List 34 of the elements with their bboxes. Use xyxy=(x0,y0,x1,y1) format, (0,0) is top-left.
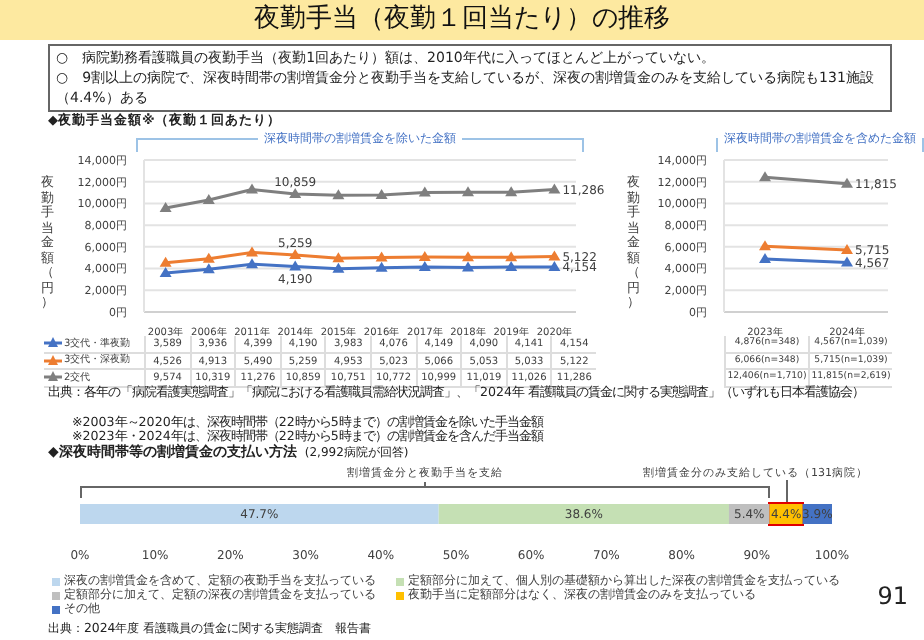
point xyxy=(505,261,518,272)
point xyxy=(202,252,215,263)
point xyxy=(159,202,172,213)
point xyxy=(462,186,474,197)
point xyxy=(246,183,258,194)
point xyxy=(159,267,172,278)
point xyxy=(159,256,172,267)
point xyxy=(418,251,431,261)
point xyxy=(505,251,518,262)
point xyxy=(418,260,431,271)
point xyxy=(505,186,518,197)
point xyxy=(375,261,388,272)
point xyxy=(246,246,258,257)
point xyxy=(332,262,345,273)
point xyxy=(289,260,302,271)
point xyxy=(289,188,302,199)
text: 91 xyxy=(877,582,908,610)
point xyxy=(246,258,258,269)
point xyxy=(375,251,388,262)
point xyxy=(202,193,215,204)
point xyxy=(548,183,561,194)
point xyxy=(289,248,302,259)
bar xyxy=(438,504,729,524)
point xyxy=(332,252,345,263)
point xyxy=(418,186,431,197)
chart-title: 夜勤手当（夜勤１回当たり）の推移 xyxy=(0,0,924,40)
point xyxy=(548,250,561,261)
point xyxy=(462,261,474,272)
point xyxy=(332,189,345,200)
bar xyxy=(80,504,439,524)
point xyxy=(548,260,561,271)
point xyxy=(375,189,388,200)
point xyxy=(202,263,215,274)
point xyxy=(462,251,474,262)
